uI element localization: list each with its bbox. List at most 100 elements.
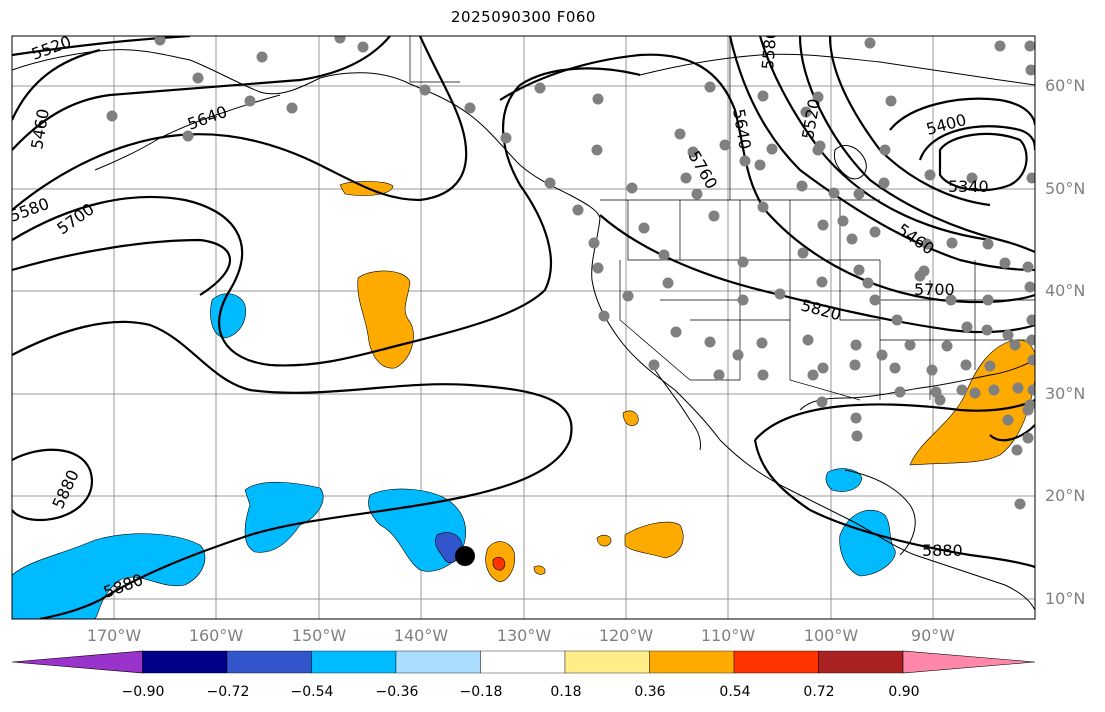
alaska-coast (12, 49, 601, 219)
station-dot (739, 155, 751, 167)
station-dot (192, 72, 204, 84)
station-dot (1011, 444, 1023, 456)
station-dot (904, 339, 916, 351)
station-dot (757, 369, 769, 381)
station-dot (622, 290, 634, 302)
canada-arctic (639, 53, 1035, 86)
colorbar-tick-label: −0.72 (206, 684, 250, 700)
blue-patch-west-1 (12, 533, 206, 619)
station-dots (106, 36, 1035, 510)
lat-label: 20°N (1045, 486, 1086, 505)
station-dot (757, 90, 769, 102)
station-dot (894, 386, 906, 398)
station-dot (850, 412, 862, 424)
station-dot (853, 264, 865, 276)
lon-label: 120°W (598, 626, 654, 645)
station-dot (691, 188, 703, 200)
station-dot (592, 93, 604, 105)
station-dot (869, 294, 881, 306)
station-dot (708, 210, 720, 222)
colorbar-segment (564, 650, 650, 674)
station-dot (878, 177, 890, 189)
station-dot (704, 81, 716, 93)
station-dot (837, 215, 849, 227)
station-dot (626, 182, 638, 194)
station-dot (812, 91, 824, 103)
station-dot (921, 238, 933, 250)
colorbar-segment (818, 650, 904, 674)
contour-label: 5700 (914, 280, 955, 299)
station-dot (1022, 432, 1034, 444)
station-dot (1024, 281, 1035, 293)
lon-label: 160°W (188, 626, 244, 645)
colorbar-tick-label: −0.18 (459, 684, 503, 700)
station-dot (945, 294, 957, 306)
lon-label: 140°W (393, 626, 449, 645)
station-dot (766, 143, 778, 155)
station-dot (588, 237, 600, 249)
colorbar-tick-label: 0.36 (634, 684, 666, 700)
station-dot (1012, 382, 1024, 394)
station-dot (704, 336, 716, 348)
station-dot (106, 110, 118, 122)
colorbar-tick-label: −0.90 (121, 684, 165, 700)
lon-label: 100°W (803, 626, 859, 645)
station-dot (670, 326, 682, 338)
station-dot (286, 102, 298, 114)
lon-label: 130°W (496, 626, 552, 645)
station-dot (737, 294, 749, 306)
station-dot (797, 247, 809, 259)
colorbar (11, 650, 1036, 674)
station-dot (638, 222, 650, 234)
colorbar-segment (649, 650, 735, 674)
orange-patch-south-3 (596, 534, 612, 547)
station-dot (862, 277, 874, 289)
station-dot (814, 140, 826, 152)
colorbar-tick-label: −0.54 (290, 684, 334, 700)
station-dot (674, 128, 686, 140)
lat-label: 10°N (1045, 589, 1086, 608)
station-dot (1024, 40, 1035, 52)
station-dot (1002, 329, 1014, 341)
station-dot (889, 362, 901, 374)
station-dot (591, 144, 603, 156)
yucatan (844, 469, 916, 556)
station-dot (648, 359, 660, 371)
station-dot (926, 364, 938, 376)
station-dot (419, 84, 431, 96)
lat-label: 40°N (1045, 281, 1086, 300)
station-dot (754, 159, 766, 171)
station-dot (774, 288, 786, 300)
station-dot (885, 95, 897, 107)
station-dot (756, 337, 768, 349)
orange-patch-south-2 (624, 521, 684, 559)
storm-center-marker (455, 546, 475, 566)
station-dot (1026, 172, 1035, 184)
colorbar-segment (226, 650, 312, 674)
station-dot (869, 226, 881, 238)
station-dot (966, 172, 978, 184)
station-dot (154, 36, 166, 46)
gulf-coast (799, 359, 1035, 411)
station-dot (816, 276, 828, 288)
station-dot (851, 430, 863, 442)
station-dot (658, 249, 670, 261)
contour-label: 5880 (922, 541, 963, 560)
station-dot (850, 339, 862, 351)
station-dot (864, 37, 876, 49)
hudson-bay (833, 145, 867, 180)
colorbar-tick-label: 0.54 (719, 684, 751, 700)
station-dot (544, 177, 556, 189)
station-dot (1002, 414, 1014, 426)
station-dot (1027, 354, 1035, 366)
station-dot (592, 262, 604, 274)
station-dot (244, 95, 256, 107)
station-dot (918, 265, 930, 277)
station-dot (982, 238, 994, 250)
lon-label: 90°W (910, 626, 956, 645)
station-dot (796, 180, 808, 192)
colorbar-segment (142, 650, 228, 674)
station-dot (961, 321, 973, 333)
